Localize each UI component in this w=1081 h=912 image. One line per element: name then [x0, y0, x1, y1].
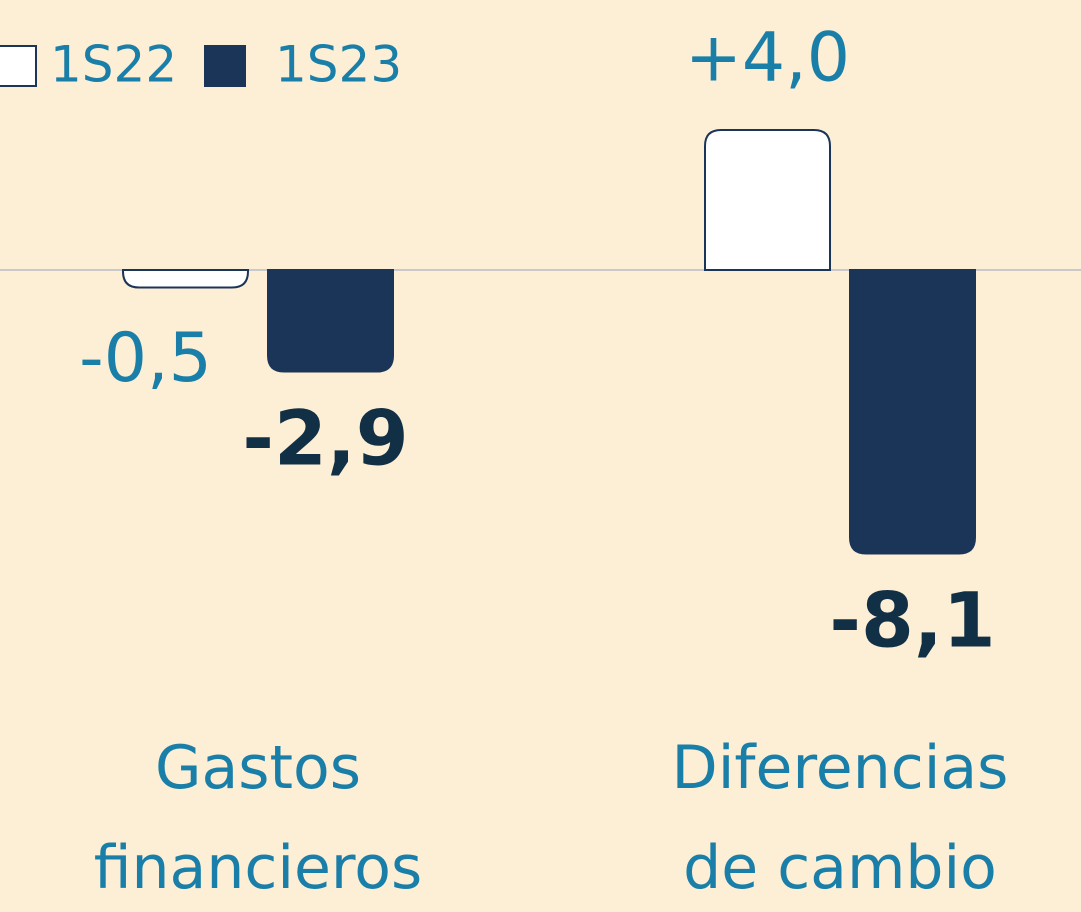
legend-swatch [204, 45, 246, 87]
category-label: Gastos financieros [93, 733, 423, 903]
value-label: -8,1 [829, 575, 995, 664]
category-label: Diferencias de cambio [671, 733, 1009, 903]
bar [704, 129, 831, 271]
bar [122, 269, 249, 289]
value-label: +4,0 [685, 19, 850, 98]
legend-swatch [0, 45, 37, 87]
value-label: -2,9 [242, 393, 408, 482]
legend-label: 1S23 [275, 36, 402, 94]
bar [267, 269, 394, 373]
legend-label: 1S22 [50, 36, 177, 94]
bar [849, 269, 976, 555]
value-label: -0,5 [79, 319, 212, 398]
